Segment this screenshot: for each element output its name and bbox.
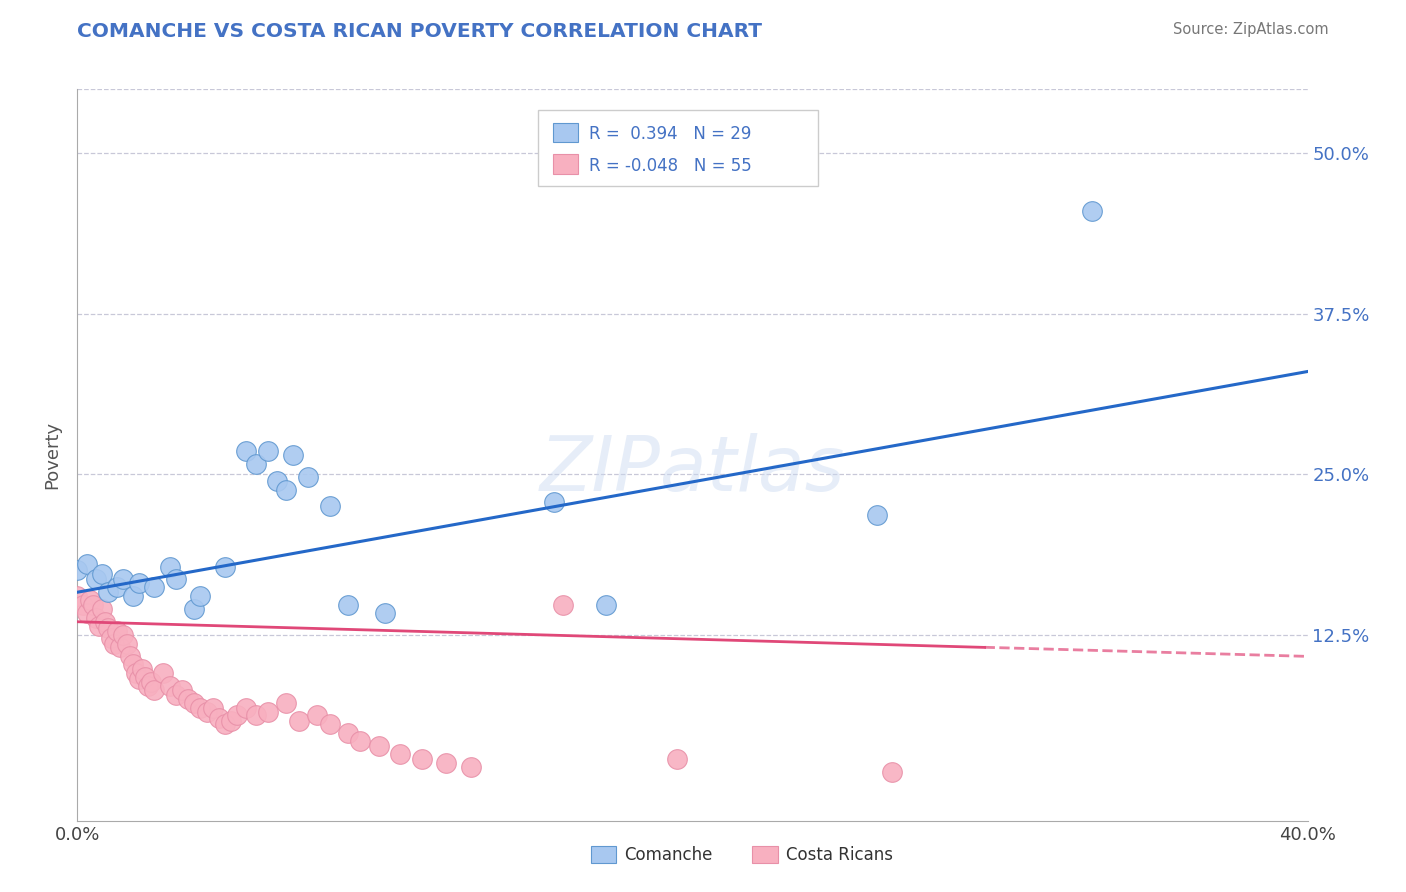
Point — [128, 673, 150, 687]
Point — [866, 508, 889, 523]
Point — [66, 589, 89, 603]
Point — [882, 764, 904, 779]
Point — [121, 589, 143, 603]
Point — [257, 444, 280, 458]
Point — [76, 557, 98, 571]
Text: ZIPatlas: ZIPatlas — [540, 433, 845, 507]
Point — [105, 580, 128, 594]
Point — [553, 598, 575, 612]
Point — [165, 573, 187, 587]
Point — [183, 696, 205, 710]
Text: COMANCHE VS COSTA RICAN POVERTY CORRELATION CHART: COMANCHE VS COSTA RICAN POVERTY CORRELAT… — [77, 22, 762, 41]
Point — [90, 567, 114, 582]
Y-axis label: Poverty: Poverty — [44, 421, 62, 489]
Point — [183, 602, 205, 616]
Point — [214, 717, 236, 731]
Point — [257, 705, 280, 719]
Point — [141, 675, 163, 690]
Point — [235, 700, 257, 714]
Point — [112, 573, 135, 587]
Point — [103, 636, 125, 650]
Text: R = -0.048   N = 55: R = -0.048 N = 55 — [589, 157, 752, 175]
Point — [235, 444, 257, 458]
Point — [76, 606, 98, 620]
Point — [136, 679, 159, 693]
Point — [125, 666, 148, 681]
Point — [84, 611, 107, 625]
Point — [318, 500, 340, 514]
Point — [143, 580, 166, 594]
Point — [165, 688, 187, 702]
Point — [297, 469, 319, 483]
Point — [143, 682, 166, 697]
Text: Comanche: Comanche — [624, 846, 713, 863]
Point — [94, 615, 117, 629]
Point — [543, 495, 565, 509]
Point — [152, 666, 174, 681]
Point — [281, 448, 304, 462]
Point — [195, 705, 218, 719]
Point — [82, 598, 104, 612]
Point — [595, 598, 617, 612]
Point — [288, 714, 311, 728]
Point — [389, 747, 412, 761]
Point — [349, 734, 371, 748]
Point — [112, 627, 135, 641]
Text: Source: ZipAtlas.com: Source: ZipAtlas.com — [1173, 22, 1329, 37]
Point — [318, 717, 340, 731]
Point — [115, 636, 138, 650]
Point — [97, 585, 120, 599]
Point — [245, 457, 267, 471]
Point — [411, 752, 433, 766]
Point — [188, 589, 212, 603]
Point — [159, 679, 181, 693]
Point — [110, 640, 132, 655]
Point — [226, 708, 249, 723]
Point — [131, 662, 153, 676]
Text: Costa Ricans: Costa Ricans — [786, 846, 893, 863]
Point — [374, 606, 396, 620]
Point — [84, 573, 107, 587]
Point — [100, 632, 122, 646]
Point — [276, 696, 298, 710]
Point — [367, 739, 389, 754]
Point — [219, 714, 242, 728]
Point — [460, 760, 482, 774]
Point — [72, 598, 94, 612]
Point — [666, 752, 689, 766]
Point — [1081, 204, 1104, 219]
Point — [134, 670, 156, 684]
Point — [118, 649, 141, 664]
Point — [208, 711, 231, 725]
Point — [245, 708, 267, 723]
Point — [436, 756, 458, 770]
Point — [170, 682, 193, 697]
Point — [159, 559, 181, 574]
Point — [201, 700, 224, 714]
Point — [337, 598, 360, 612]
Point — [90, 602, 114, 616]
Point — [87, 618, 110, 632]
Point — [79, 593, 101, 607]
Point — [97, 621, 120, 635]
Text: R =  0.394   N = 29: R = 0.394 N = 29 — [589, 126, 751, 144]
Point — [177, 691, 200, 706]
Point — [105, 624, 128, 638]
Point — [337, 726, 360, 740]
Point — [307, 708, 329, 723]
Point — [266, 474, 288, 488]
Point — [66, 563, 89, 577]
Point — [276, 483, 298, 497]
Point — [128, 576, 150, 591]
Point — [188, 700, 212, 714]
Point — [121, 657, 143, 671]
Point — [214, 559, 236, 574]
